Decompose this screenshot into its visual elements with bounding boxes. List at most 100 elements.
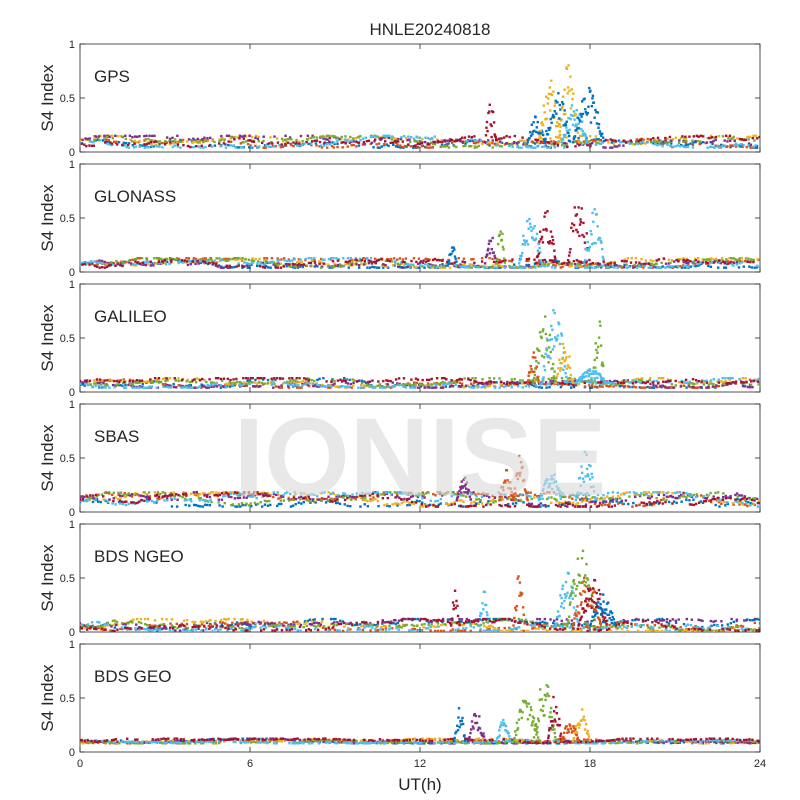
data-point — [548, 491, 551, 494]
data-point — [351, 137, 355, 140]
burst-point — [600, 241, 603, 244]
burst-point — [501, 232, 504, 236]
data-point — [102, 382, 105, 385]
data-point — [377, 384, 381, 387]
data-point — [619, 140, 622, 144]
burst-point — [538, 246, 541, 250]
data-point — [682, 140, 685, 143]
data-point — [508, 505, 512, 508]
data-point — [111, 502, 114, 505]
data-point — [238, 137, 241, 140]
data-point — [708, 380, 712, 383]
data-point — [164, 494, 167, 497]
data-point — [264, 494, 268, 497]
data-point — [738, 262, 741, 265]
burst-point — [447, 262, 450, 265]
data-point — [698, 262, 702, 265]
data-point — [512, 493, 515, 496]
data-point — [150, 134, 154, 138]
burst-point — [593, 208, 596, 211]
data-point — [656, 491, 659, 494]
data-point — [532, 496, 536, 499]
burst-point — [487, 242, 491, 246]
data-point — [694, 259, 697, 262]
data-point — [475, 495, 478, 498]
data-point — [287, 499, 291, 502]
data-point — [280, 502, 283, 506]
data-point — [628, 385, 631, 389]
data-point — [746, 385, 750, 389]
data-point — [107, 264, 111, 267]
data-point — [241, 265, 245, 268]
data-point — [615, 379, 619, 383]
data-point — [233, 497, 237, 500]
data-point — [342, 496, 345, 499]
data-point — [754, 146, 757, 149]
burst-point — [547, 97, 550, 100]
data-point — [96, 500, 100, 503]
burst-point — [594, 241, 597, 245]
data-point — [94, 135, 98, 138]
data-point — [491, 265, 494, 269]
data-point — [689, 259, 692, 263]
data-point — [718, 498, 721, 501]
data-point — [652, 491, 655, 494]
data-point — [178, 494, 182, 498]
data-point — [333, 265, 336, 269]
data-point — [362, 384, 366, 387]
data-point — [240, 501, 244, 505]
data-point — [260, 381, 264, 385]
burst-point — [541, 123, 545, 127]
data-point — [246, 266, 249, 269]
data-point — [610, 498, 613, 501]
data-point — [177, 384, 181, 387]
data-point — [150, 499, 154, 503]
data-point — [642, 493, 646, 497]
data-point — [363, 380, 366, 383]
data-point — [251, 261, 254, 265]
data-point — [284, 141, 288, 144]
data-point — [244, 258, 247, 261]
data-point — [674, 496, 677, 500]
burst-point — [547, 361, 550, 364]
data-point — [143, 146, 147, 149]
data-point — [533, 262, 537, 265]
data-point — [88, 137, 91, 140]
data-point — [359, 505, 362, 508]
data-point — [286, 263, 290, 266]
data-point — [184, 492, 188, 495]
data-point — [208, 384, 211, 387]
data-point — [128, 378, 132, 382]
data-point — [639, 265, 643, 268]
data-point — [716, 491, 720, 494]
burst-point — [529, 134, 533, 137]
data-point — [677, 259, 680, 263]
data-point — [611, 261, 615, 264]
burst-point — [557, 321, 560, 324]
data-point — [714, 503, 717, 507]
data-point — [97, 135, 101, 138]
data-point — [590, 380, 593, 383]
data-point — [705, 258, 708, 261]
data-point — [622, 139, 625, 142]
data-point — [92, 494, 95, 497]
data-point — [221, 505, 224, 508]
data-point — [272, 145, 276, 148]
data-point — [751, 385, 754, 389]
data-point — [364, 136, 368, 140]
data-point — [525, 258, 529, 261]
data-point — [631, 505, 634, 508]
data-point — [695, 493, 698, 496]
data-point — [426, 143, 429, 146]
data-point — [418, 142, 422, 146]
data-point — [232, 136, 236, 140]
burst-point — [559, 137, 562, 140]
data-point — [473, 381, 476, 385]
data-point — [318, 262, 321, 266]
data-point — [390, 260, 394, 263]
data-point — [101, 266, 104, 269]
data-point — [682, 144, 685, 148]
data-point — [220, 134, 223, 138]
burst-point — [577, 140, 580, 143]
data-point — [533, 142, 537, 145]
